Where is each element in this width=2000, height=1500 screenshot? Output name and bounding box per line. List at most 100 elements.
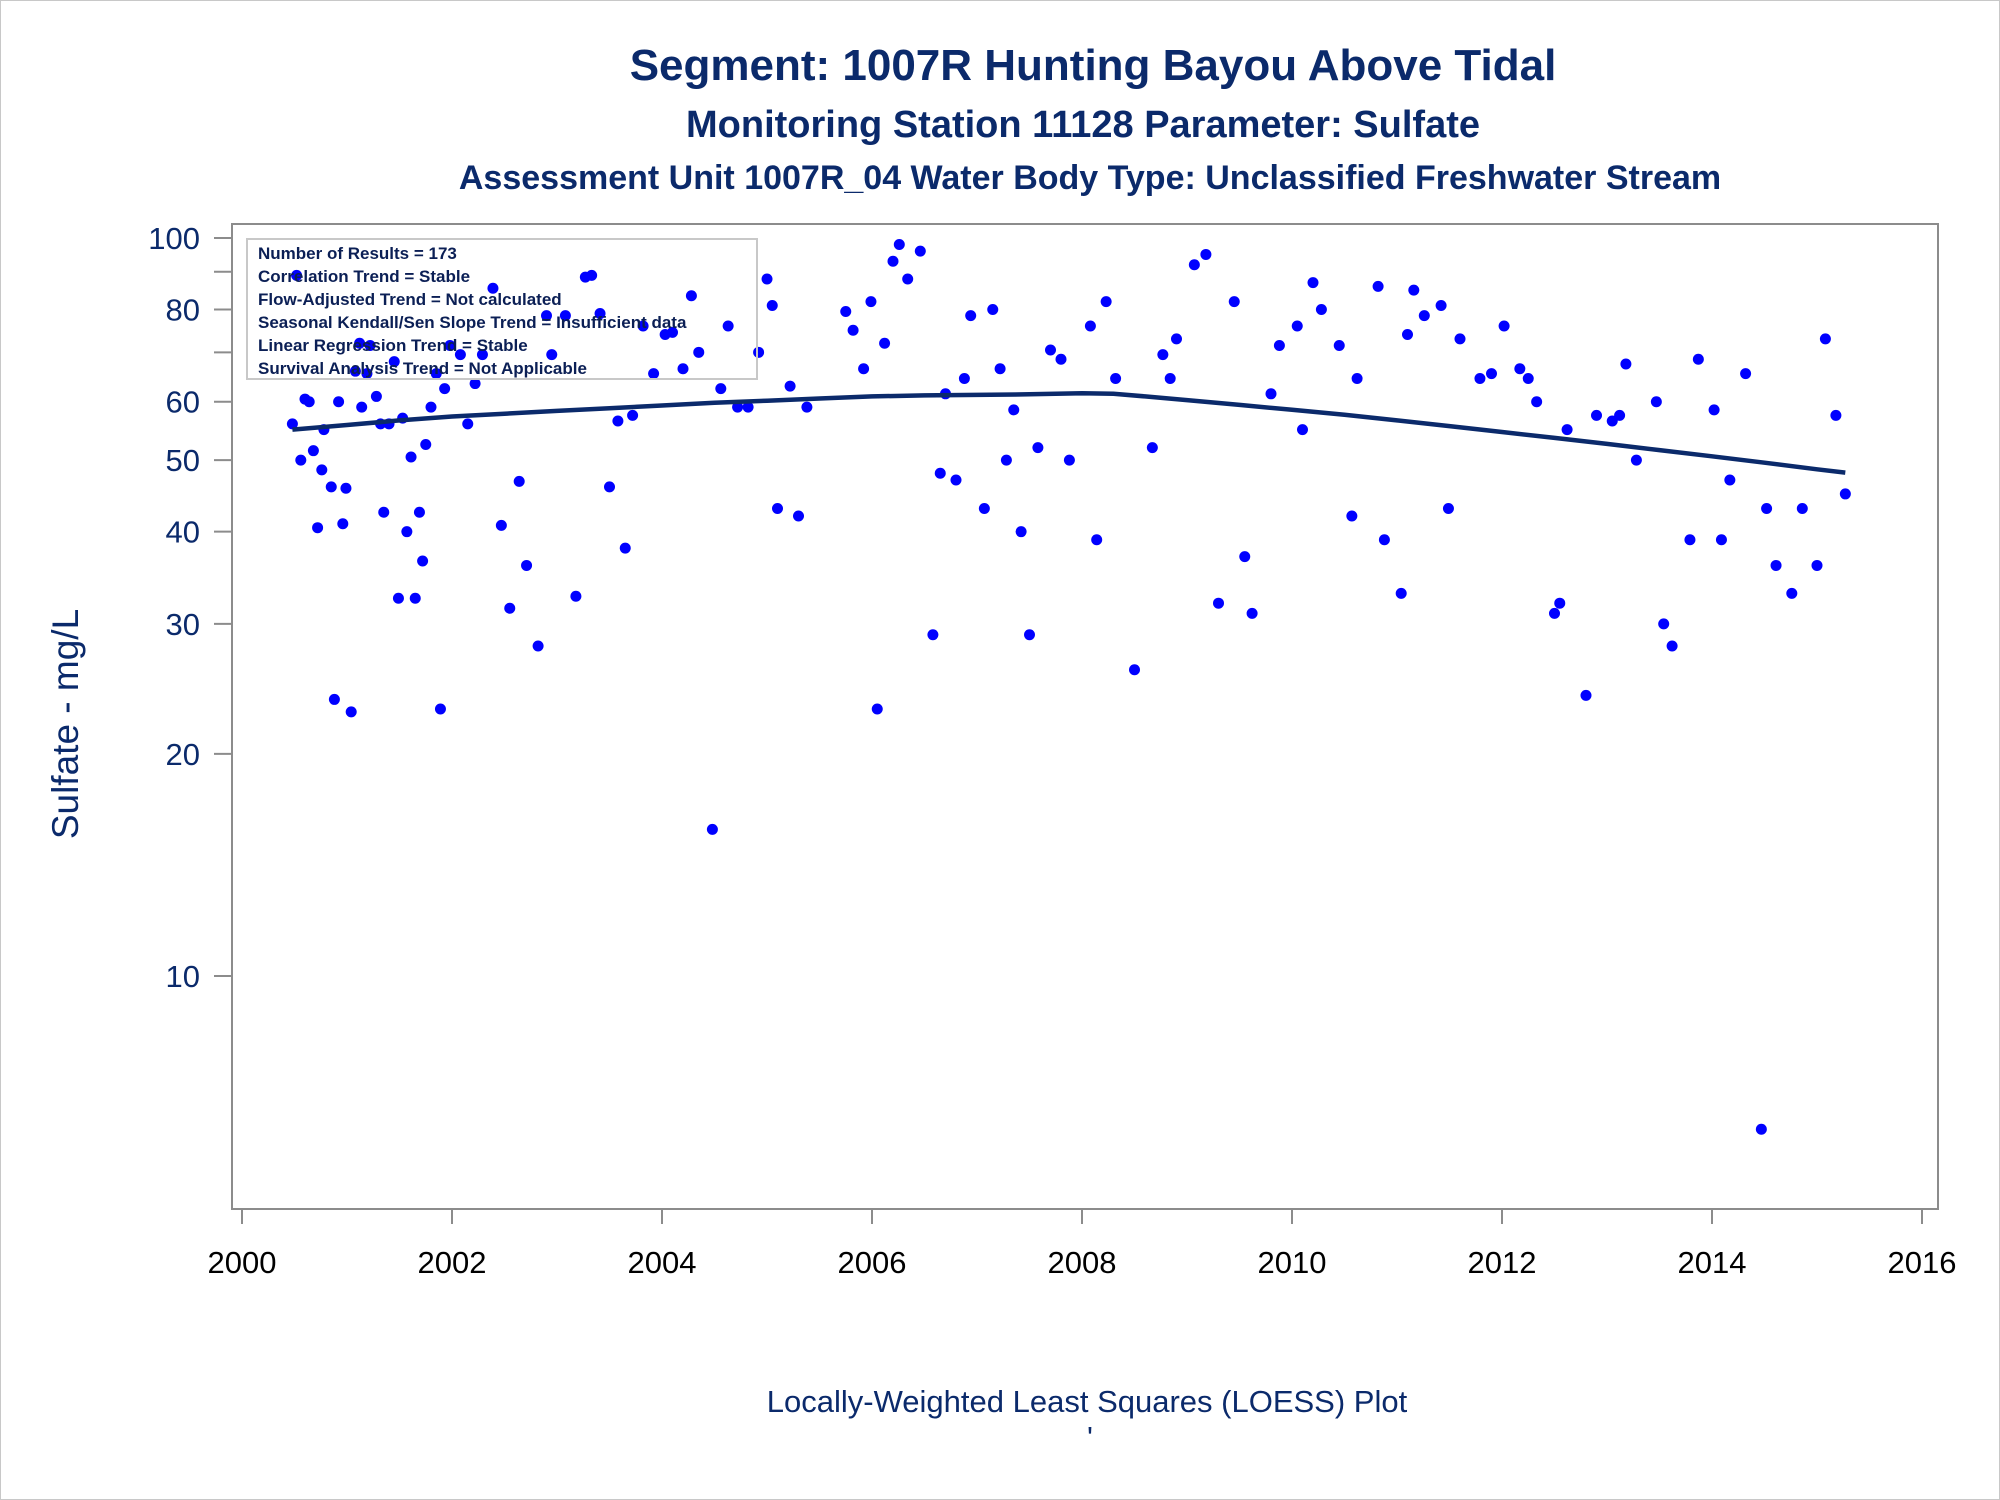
data-point bbox=[434, 703, 446, 715]
footnote-mark: ' bbox=[1087, 1420, 1093, 1455]
data-point bbox=[504, 602, 516, 614]
x-tick-label: 2002 bbox=[418, 1245, 487, 1280]
info-line-3: Flow-Adjusted Trend = Not calculated bbox=[258, 290, 562, 309]
data-point bbox=[1811, 559, 1823, 571]
data-point bbox=[401, 526, 413, 538]
plot-area bbox=[231, 223, 1939, 1210]
data-point bbox=[420, 439, 432, 451]
data-point bbox=[444, 340, 456, 352]
data-point bbox=[1315, 304, 1327, 316]
data-point bbox=[1000, 454, 1012, 466]
info-line-4: Seasonal Kendall/Sen Slope Trend = Insuf… bbox=[258, 313, 687, 332]
data-point bbox=[1378, 534, 1390, 546]
data-point bbox=[1514, 363, 1526, 375]
data-point bbox=[871, 703, 883, 715]
data-point bbox=[958, 373, 970, 385]
data-point bbox=[1549, 607, 1560, 619]
data-point bbox=[333, 396, 345, 408]
data-point bbox=[753, 346, 765, 358]
data-point bbox=[340, 482, 352, 494]
data-point bbox=[1755, 1123, 1767, 1135]
data-point bbox=[1346, 510, 1358, 522]
data-point bbox=[325, 481, 337, 493]
data-point bbox=[893, 238, 905, 250]
data-point bbox=[1100, 296, 1112, 308]
data-point bbox=[1554, 597, 1566, 609]
data-point bbox=[887, 255, 899, 267]
data-point bbox=[648, 368, 660, 380]
data-point bbox=[291, 269, 303, 281]
data-point bbox=[1239, 551, 1251, 563]
data-point bbox=[594, 308, 606, 320]
data-point bbox=[858, 363, 870, 375]
data-point bbox=[513, 475, 525, 487]
data-point bbox=[345, 706, 357, 718]
data-point bbox=[1740, 368, 1752, 380]
data-point bbox=[1708, 404, 1720, 416]
chart-title: Segment: 1007R Hunting Bayou Above Tidal bbox=[630, 41, 1557, 90]
data-point bbox=[286, 418, 298, 430]
data-point bbox=[1157, 349, 1169, 361]
data-point bbox=[417, 555, 429, 567]
y-axis-label: Sulfate - mg/L bbox=[45, 609, 86, 839]
loess-line bbox=[292, 391, 1846, 475]
data-point bbox=[1666, 640, 1678, 652]
data-point bbox=[994, 363, 1006, 375]
data-point bbox=[612, 415, 624, 427]
data-point bbox=[1291, 320, 1303, 332]
y-axis: 10 20 30 40 50 60 80 100 bbox=[148, 221, 232, 994]
data-point bbox=[1474, 373, 1486, 385]
x-tick-label: 2014 bbox=[1678, 1245, 1747, 1280]
data-point bbox=[1770, 559, 1782, 571]
data-point bbox=[1265, 388, 1277, 400]
data-point bbox=[495, 519, 507, 531]
data-point bbox=[586, 269, 598, 281]
x-axis: 2000 2002 2004 2006 2008 2010 2012 2014 2016 bbox=[208, 1209, 1956, 1280]
data-point bbox=[706, 823, 718, 835]
data-point bbox=[1839, 488, 1851, 500]
info-box: Number of Results = 173 Correlation Tren… bbox=[246, 238, 758, 380]
y-tick-label: 80 bbox=[166, 293, 200, 328]
data-point bbox=[1561, 424, 1573, 436]
y-tick-label: 60 bbox=[166, 385, 200, 420]
x-tick-label: 2010 bbox=[1258, 1245, 1327, 1280]
data-point bbox=[987, 304, 999, 316]
data-point bbox=[570, 590, 582, 602]
y-tick-label: 40 bbox=[166, 515, 200, 550]
data-point bbox=[1307, 277, 1319, 289]
data-point bbox=[1724, 474, 1736, 486]
scatter-points bbox=[286, 238, 1851, 1135]
y-tick-label: 30 bbox=[166, 607, 200, 642]
data-point bbox=[328, 693, 340, 705]
data-point bbox=[409, 592, 421, 604]
data-point bbox=[847, 324, 859, 336]
data-point bbox=[950, 474, 962, 486]
data-point bbox=[637, 320, 649, 332]
info-line-1: Number of Results = 173 bbox=[258, 244, 457, 263]
data-point bbox=[1658, 618, 1670, 630]
data-point bbox=[1351, 373, 1363, 385]
data-point bbox=[370, 390, 382, 402]
data-point bbox=[1715, 534, 1727, 546]
data-point bbox=[1454, 333, 1466, 345]
data-point bbox=[604, 481, 615, 493]
data-point bbox=[742, 401, 754, 413]
data-point bbox=[1188, 259, 1200, 271]
data-point bbox=[405, 451, 417, 463]
data-point bbox=[1580, 689, 1592, 701]
data-point bbox=[1063, 454, 1075, 466]
data-point bbox=[1620, 358, 1632, 370]
data-point bbox=[801, 401, 813, 413]
data-point bbox=[1372, 280, 1384, 292]
data-point bbox=[1650, 396, 1662, 408]
data-point bbox=[1522, 373, 1534, 385]
data-point bbox=[865, 296, 877, 308]
data-point bbox=[413, 506, 425, 518]
data-point bbox=[1418, 310, 1430, 322]
data-point bbox=[1055, 353, 1067, 365]
data-point bbox=[559, 310, 571, 322]
data-point bbox=[619, 542, 631, 554]
data-point bbox=[1442, 503, 1454, 515]
data-point bbox=[1024, 629, 1035, 641]
